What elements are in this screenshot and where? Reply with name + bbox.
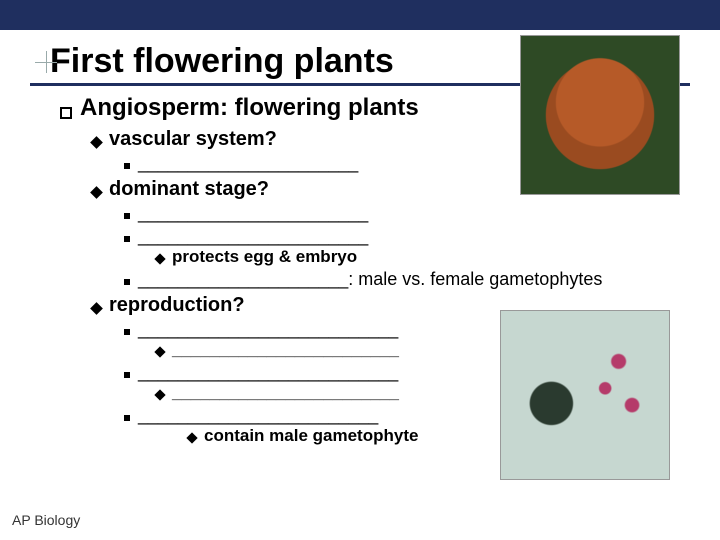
diamond-sub-icon	[154, 389, 165, 400]
slide-footer: AP Biology	[12, 512, 80, 528]
dominant-blank3-text: _____________________: male vs. female g…	[138, 269, 602, 290]
dominant-protects: protects egg & embryo	[60, 247, 680, 267]
l1-text: Angiosperm: flowering plants	[80, 94, 419, 122]
dominant-blank3: _____________________: male vs. female g…	[60, 269, 680, 290]
repro-blank3-text: ________________________	[138, 405, 378, 426]
orangutan-image	[520, 35, 680, 195]
repro-blank2-text: __________________________	[138, 362, 398, 383]
dominant-blank2-text: _______________________	[138, 226, 368, 247]
square-dot-icon	[124, 372, 130, 378]
diamond-bullet-icon	[90, 302, 103, 315]
repro-label: reproduction?	[109, 294, 245, 317]
repro-blank1-text: __________________________	[138, 319, 398, 340]
square-dot-icon	[124, 236, 130, 242]
square-bullet-icon	[60, 107, 72, 119]
square-dot-icon	[124, 415, 130, 421]
square-dot-icon	[124, 213, 130, 219]
vascular-label: vascular system?	[109, 128, 277, 151]
repro-contain-text: contain male gametophyte	[204, 426, 418, 446]
square-dot-icon	[124, 279, 130, 285]
square-dot-icon	[124, 163, 130, 169]
dominant-blank3-prefix: _____________________	[138, 269, 348, 289]
dominant-blank1-text: _______________________	[138, 203, 368, 224]
dominant-blank3-suffix: : male vs. female gametophytes	[348, 269, 602, 289]
diamond-sub-icon	[154, 253, 165, 264]
diamond-bullet-icon	[90, 136, 103, 149]
crosshair-icon	[35, 51, 57, 73]
square-dot-icon	[124, 329, 130, 335]
repro-sub2-text: ________________________	[172, 383, 399, 403]
dominant-protects-text: protects egg & embryo	[172, 247, 357, 267]
dominant-blank2: _______________________	[60, 226, 680, 247]
diamond-sub-icon	[154, 346, 165, 357]
vascular-blank1-text: ______________________	[138, 153, 358, 174]
repro-sub1-text: ________________________	[172, 340, 399, 360]
hummingbird-image	[500, 310, 670, 480]
diamond-sub-icon	[186, 432, 197, 443]
diamond-bullet-icon	[90, 186, 103, 199]
slide-top-bar	[0, 0, 720, 30]
dominant-label: dominant stage?	[109, 178, 269, 201]
dominant-blank1: _______________________	[60, 203, 680, 224]
